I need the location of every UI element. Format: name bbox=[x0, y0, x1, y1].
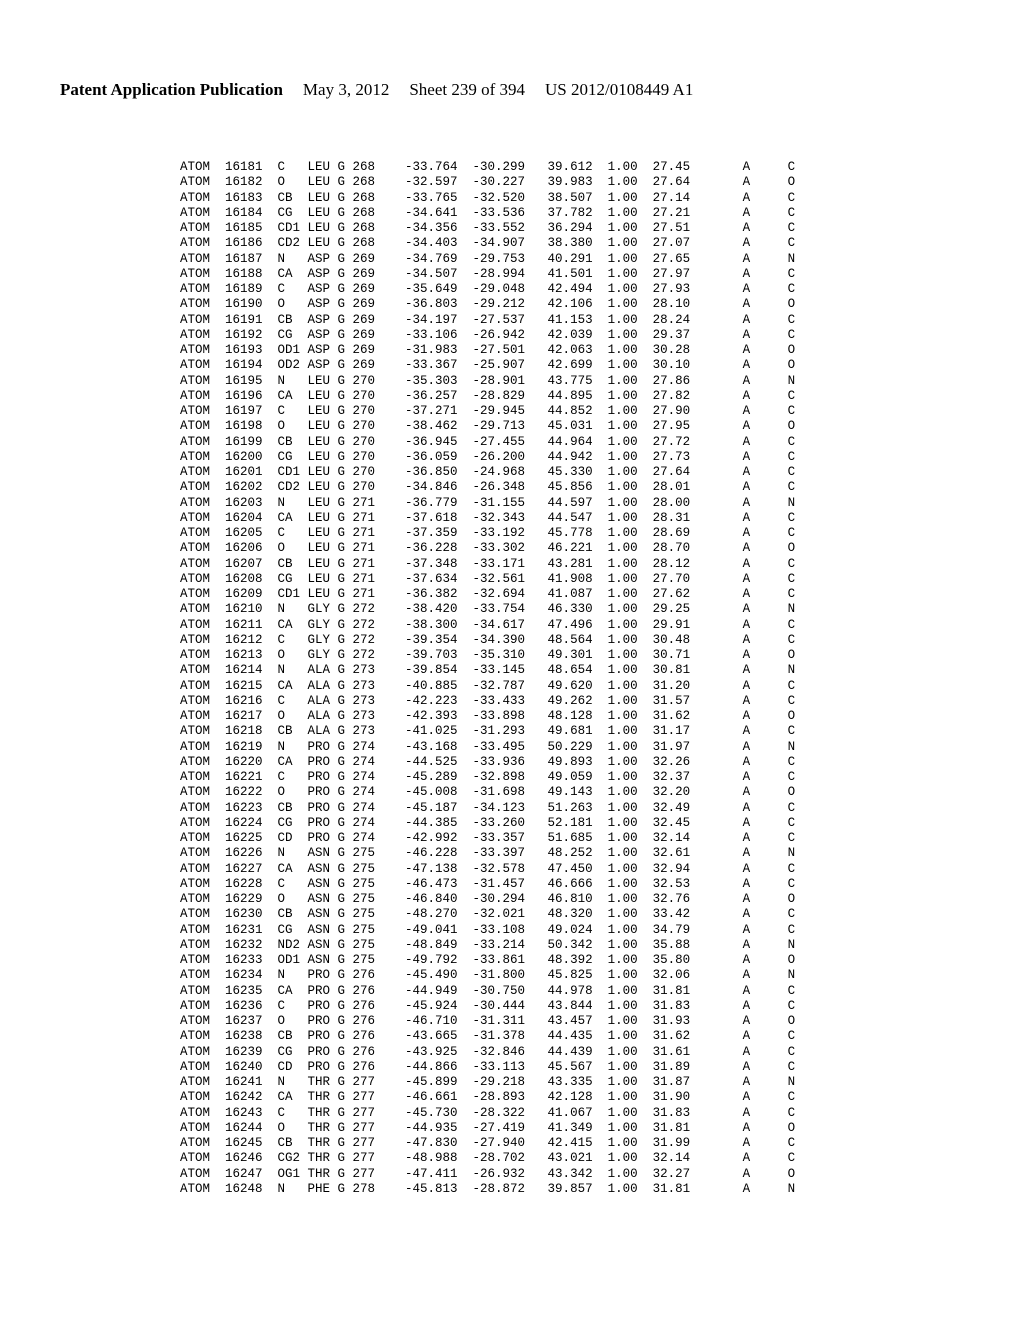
table-row: ATOM 16236 C PRO G 276 -45.924 -30.444 4… bbox=[180, 999, 964, 1014]
table-row: ATOM 16181 C LEU G 268 -33.764 -30.299 3… bbox=[180, 160, 964, 175]
table-row: ATOM 16242 CA THR G 277 -46.661 -28.893 … bbox=[180, 1090, 964, 1105]
table-row: ATOM 16188 CA ASP G 269 -34.507 -28.994 … bbox=[180, 267, 964, 282]
table-row: ATOM 16234 N PRO G 276 -45.490 -31.800 4… bbox=[180, 968, 964, 983]
table-row: ATOM 16218 CB ALA G 273 -41.025 -31.293 … bbox=[180, 724, 964, 739]
table-row: ATOM 16204 CA LEU G 271 -37.618 -32.343 … bbox=[180, 511, 964, 526]
table-row: ATOM 16207 CB LEU G 271 -37.348 -33.171 … bbox=[180, 557, 964, 572]
table-row: ATOM 16186 CD2 LEU G 268 -34.403 -34.907… bbox=[180, 236, 964, 251]
table-row: ATOM 16223 CB PRO G 274 -45.187 -34.123 … bbox=[180, 801, 964, 816]
publication-title: Patent Application Publication bbox=[60, 80, 283, 100]
table-row: ATOM 16191 CB ASP G 269 -34.197 -27.537 … bbox=[180, 313, 964, 328]
table-row: ATOM 16201 CD1 LEU G 270 -36.850 -24.968… bbox=[180, 465, 964, 480]
table-row: ATOM 16229 O ASN G 275 -46.840 -30.294 4… bbox=[180, 892, 964, 907]
table-row: ATOM 16227 CA ASN G 275 -47.138 -32.578 … bbox=[180, 862, 964, 877]
table-row: ATOM 16244 O THR G 277 -44.935 -27.419 4… bbox=[180, 1121, 964, 1136]
table-row: ATOM 16185 CD1 LEU G 268 -34.356 -33.552… bbox=[180, 221, 964, 236]
table-row: ATOM 16211 CA GLY G 272 -38.300 -34.617 … bbox=[180, 618, 964, 633]
table-row: ATOM 16190 O ASP G 269 -36.803 -29.212 4… bbox=[180, 297, 964, 312]
table-row: ATOM 16199 CB LEU G 270 -36.945 -27.455 … bbox=[180, 435, 964, 450]
table-row: ATOM 16232 ND2 ASN G 275 -48.849 -33.214… bbox=[180, 938, 964, 953]
table-row: ATOM 16217 O ALA G 273 -42.393 -33.898 4… bbox=[180, 709, 964, 724]
table-row: ATOM 16228 C ASN G 275 -46.473 -31.457 4… bbox=[180, 877, 964, 892]
table-row: ATOM 16238 CB PRO G 276 -43.665 -31.378 … bbox=[180, 1029, 964, 1044]
table-row: ATOM 16216 C ALA G 273 -42.223 -33.433 4… bbox=[180, 694, 964, 709]
table-row: ATOM 16241 N THR G 277 -45.899 -29.218 4… bbox=[180, 1075, 964, 1090]
table-row: ATOM 16222 O PRO G 274 -45.008 -31.698 4… bbox=[180, 785, 964, 800]
publication-sheet: Sheet 239 of 394 bbox=[409, 80, 525, 100]
table-row: ATOM 16224 CG PRO G 274 -44.385 -33.260 … bbox=[180, 816, 964, 831]
table-row: ATOM 16184 CG LEU G 268 -34.641 -33.536 … bbox=[180, 206, 964, 221]
table-row: ATOM 16203 N LEU G 271 -36.779 -31.155 4… bbox=[180, 496, 964, 511]
table-row: ATOM 16210 N GLY G 272 -38.420 -33.754 4… bbox=[180, 602, 964, 617]
table-row: ATOM 16192 CG ASP G 269 -33.106 -26.942 … bbox=[180, 328, 964, 343]
table-row: ATOM 16195 N LEU G 270 -35.303 -28.901 4… bbox=[180, 374, 964, 389]
table-row: ATOM 16206 O LEU G 271 -36.228 -33.302 4… bbox=[180, 541, 964, 556]
table-row: ATOM 16233 OD1 ASN G 275 -49.792 -33.861… bbox=[180, 953, 964, 968]
table-row: ATOM 16247 OG1 THR G 277 -47.411 -26.932… bbox=[180, 1167, 964, 1182]
table-row: ATOM 16189 C ASP G 269 -35.649 -29.048 4… bbox=[180, 282, 964, 297]
table-row: ATOM 16230 CB ASN G 275 -48.270 -32.021 … bbox=[180, 907, 964, 922]
table-row: ATOM 16220 CA PRO G 274 -44.525 -33.936 … bbox=[180, 755, 964, 770]
publication-date: May 3, 2012 bbox=[303, 80, 389, 100]
table-row: ATOM 16202 CD2 LEU G 270 -34.846 -26.348… bbox=[180, 480, 964, 495]
page: Patent Application Publication May 3, 20… bbox=[0, 0, 1024, 1320]
table-row: ATOM 16215 CA ALA G 273 -40.885 -32.787 … bbox=[180, 679, 964, 694]
table-row: ATOM 16245 CB THR G 277 -47.830 -27.940 … bbox=[180, 1136, 964, 1151]
table-row: ATOM 16182 O LEU G 268 -32.597 -30.227 3… bbox=[180, 175, 964, 190]
table-row: ATOM 16200 CG LEU G 270 -36.059 -26.200 … bbox=[180, 450, 964, 465]
table-row: ATOM 16231 CG ASN G 275 -49.041 -33.108 … bbox=[180, 923, 964, 938]
table-row: ATOM 16243 C THR G 277 -45.730 -28.322 4… bbox=[180, 1106, 964, 1121]
table-row: ATOM 16235 CA PRO G 276 -44.949 -30.750 … bbox=[180, 984, 964, 999]
atom-record-table: ATOM 16181 C LEU G 268 -33.764 -30.299 3… bbox=[180, 160, 964, 1197]
table-row: ATOM 16209 CD1 LEU G 271 -36.382 -32.694… bbox=[180, 587, 964, 602]
table-row: ATOM 16213 O GLY G 272 -39.703 -35.310 4… bbox=[180, 648, 964, 663]
table-row: ATOM 16225 CD PRO G 274 -42.992 -33.357 … bbox=[180, 831, 964, 846]
table-row: ATOM 16214 N ALA G 273 -39.854 -33.145 4… bbox=[180, 663, 964, 678]
table-row: ATOM 16208 CG LEU G 271 -37.634 -32.561 … bbox=[180, 572, 964, 587]
table-row: ATOM 16193 OD1 ASP G 269 -31.983 -27.501… bbox=[180, 343, 964, 358]
table-row: ATOM 16239 CG PRO G 276 -43.925 -32.846 … bbox=[180, 1045, 964, 1060]
table-row: ATOM 16196 CA LEU G 270 -36.257 -28.829 … bbox=[180, 389, 964, 404]
table-row: ATOM 16246 CG2 THR G 277 -48.988 -28.702… bbox=[180, 1151, 964, 1166]
table-row: ATOM 16240 CD PRO G 276 -44.866 -33.113 … bbox=[180, 1060, 964, 1075]
table-row: ATOM 16221 C PRO G 274 -45.289 -32.898 4… bbox=[180, 770, 964, 785]
table-row: ATOM 16237 O PRO G 276 -46.710 -31.311 4… bbox=[180, 1014, 964, 1029]
table-row: ATOM 16205 C LEU G 271 -37.359 -33.192 4… bbox=[180, 526, 964, 541]
table-row: ATOM 16226 N ASN G 275 -46.228 -33.397 4… bbox=[180, 846, 964, 861]
table-row: ATOM 16248 N PHE G 278 -45.813 -28.872 3… bbox=[180, 1182, 964, 1197]
publication-number: US 2012/0108449 A1 bbox=[545, 80, 693, 100]
table-row: ATOM 16212 C GLY G 272 -39.354 -34.390 4… bbox=[180, 633, 964, 648]
table-row: ATOM 16198 O LEU G 270 -38.462 -29.713 4… bbox=[180, 419, 964, 434]
table-row: ATOM 16197 C LEU G 270 -37.271 -29.945 4… bbox=[180, 404, 964, 419]
table-row: ATOM 16183 CB LEU G 268 -33.765 -32.520 … bbox=[180, 191, 964, 206]
publication-header: Patent Application Publication May 3, 20… bbox=[60, 80, 964, 100]
table-row: ATOM 16194 OD2 ASP G 269 -33.367 -25.907… bbox=[180, 358, 964, 373]
table-row: ATOM 16219 N PRO G 274 -43.168 -33.495 5… bbox=[180, 740, 964, 755]
table-row: ATOM 16187 N ASP G 269 -34.769 -29.753 4… bbox=[180, 252, 964, 267]
